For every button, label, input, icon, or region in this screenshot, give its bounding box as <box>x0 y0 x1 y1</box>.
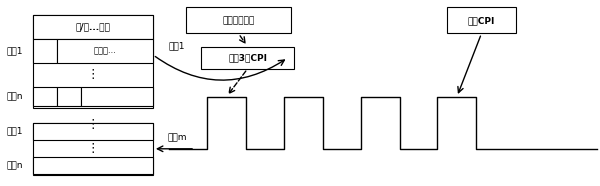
Bar <box>447 7 516 33</box>
Text: 方位n: 方位n <box>7 92 23 101</box>
Bar <box>33 157 153 174</box>
Bar <box>33 123 153 140</box>
Text: 提前3个CPI: 提前3个CPI <box>228 53 267 62</box>
Text: ⋮: ⋮ <box>87 68 99 81</box>
Text: 前偀m: 前偀m <box>167 133 187 142</box>
Text: 雷达扫描参数: 雷达扫描参数 <box>223 16 254 25</box>
Text: ⋮: ⋮ <box>87 118 99 131</box>
Bar <box>186 7 291 33</box>
Bar <box>81 87 153 106</box>
Bar <box>201 46 294 69</box>
Bar <box>33 87 57 106</box>
Bar <box>33 15 153 39</box>
Text: 方位1: 方位1 <box>7 47 23 56</box>
Text: 方位1: 方位1 <box>7 127 23 136</box>
Bar <box>33 39 57 63</box>
Text: 距离址...: 距离址... <box>94 47 116 56</box>
Bar <box>57 39 153 63</box>
Bar <box>33 15 153 108</box>
Bar <box>57 87 81 106</box>
Text: ⋮: ⋮ <box>87 142 99 155</box>
Bar <box>33 123 153 175</box>
Text: 当前CPI: 当前CPI <box>468 16 495 25</box>
Text: 前偀1: 前偀1 <box>169 41 185 50</box>
Text: 方位n: 方位n <box>7 161 23 170</box>
Text: 云/雨...杂波: 云/雨...杂波 <box>76 23 110 31</box>
